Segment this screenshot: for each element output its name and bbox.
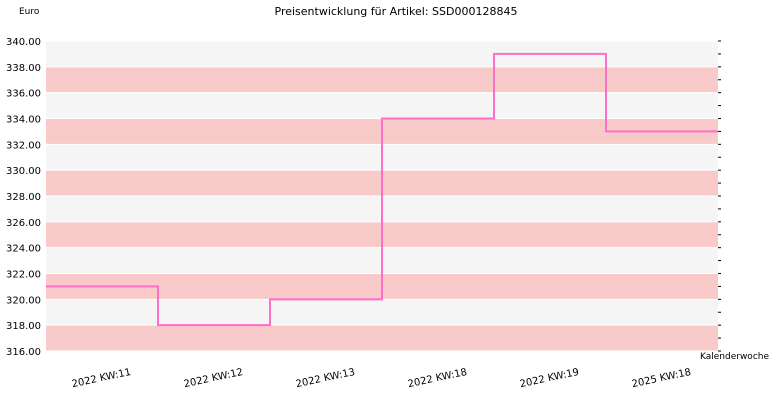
plot-band (46, 299, 718, 326)
right-ticks (718, 40, 721, 352)
x-tick-label: 2022 KW:19 (519, 367, 580, 390)
price-series (46, 52, 718, 327)
y-tick-label: 338.00 (6, 63, 41, 74)
plot-band (46, 92, 718, 119)
y-tick-label: 326.00 (6, 218, 41, 229)
y-axis-label: Euro (19, 7, 40, 17)
y-tick-label: 320.00 (6, 295, 41, 306)
plot-band (46, 325, 718, 351)
y-tick-label: 330.00 (6, 166, 41, 177)
y-tick-label: 316.00 (6, 347, 41, 358)
chart-title: Preisentwicklung für Artikel: SSD0001288… (275, 5, 518, 18)
price-step-line (46, 52, 718, 327)
y-tick-label: 318.00 (6, 321, 41, 332)
y-tick-label: 322.00 (6, 270, 41, 281)
y-tick-label: 328.00 (6, 192, 41, 203)
x-tick-label: 2022 KW:18 (407, 367, 468, 390)
y-tick-label: 334.00 (6, 115, 41, 126)
plot-band (46, 66, 718, 93)
y-tick-label: 332.00 (6, 140, 41, 151)
x-tick-label: 2022 KW:13 (295, 367, 356, 390)
x-axis-label: Kalenderwoche (700, 352, 769, 362)
x-ticks: 2022 KW:11 2022 KW:12 2022 KW:13 2022 KW:18… (71, 367, 692, 390)
plot-band (46, 41, 718, 67)
y-tick-label: 324.00 (6, 244, 41, 255)
y-ticks: 316.00 318.00 320.00 322.00 324.00 326.00 328.… (6, 37, 41, 358)
x-tick-label: 2022 KW:12 (183, 367, 244, 390)
y-tick-label: 340.00 (6, 37, 41, 48)
y-tick-label: 336.00 (6, 89, 41, 100)
x-tick-label: 2025 KW:18 (631, 367, 692, 390)
x-tick-label: 2022 KW:11 (71, 367, 132, 390)
